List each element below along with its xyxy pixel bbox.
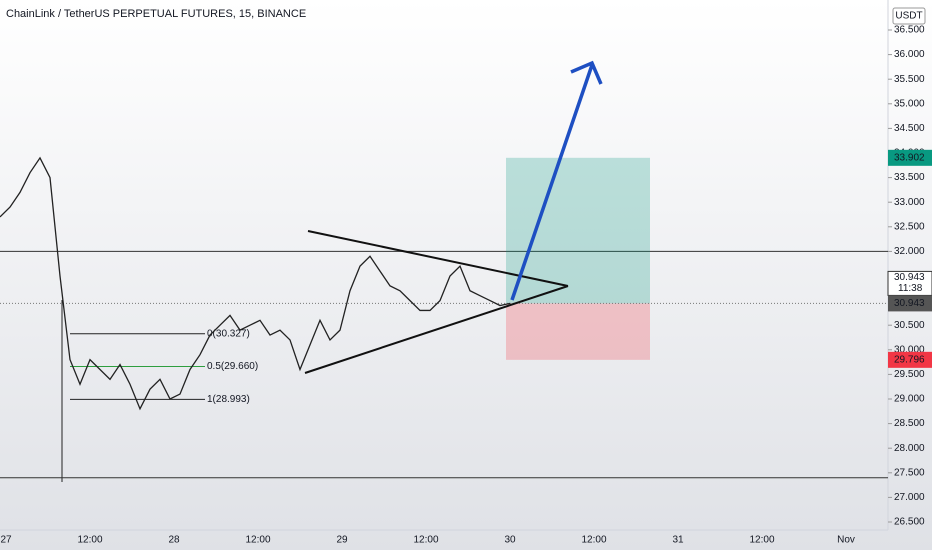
y-tick-label: 28.500 [894, 418, 925, 429]
current-price-box [887, 270, 932, 296]
x-tick-label: 27 [0, 535, 12, 546]
y-tick-label: 29.500 [894, 369, 925, 380]
y-tick-label: 36.500 [894, 25, 925, 36]
stop-loss-zone [506, 303, 650, 360]
y-tick-label: 36.000 [894, 49, 925, 60]
y-tick-label: 27.500 [894, 467, 925, 478]
y-tick-label: 27.000 [894, 492, 925, 503]
last-price-label: 30.943 [894, 298, 925, 309]
price-line [0, 156, 511, 411]
y-tick-label: 32.500 [894, 221, 925, 232]
take-profit-label: 33.902 [894, 152, 925, 163]
y-tick-label: 28.000 [894, 443, 925, 454]
x-tick-label: 12:00 [413, 535, 438, 546]
x-tick-label: 31 [672, 535, 684, 546]
y-tick-label: 32.000 [894, 246, 925, 257]
y-tick-label: 30.500 [894, 320, 925, 331]
x-tick-label: 30 [504, 535, 516, 546]
stop-loss-box [888, 351, 932, 368]
y-tick-label: 33.000 [894, 197, 925, 208]
chart-title: ChainLink / TetherUS PERPETUAL FUTURES, … [6, 8, 306, 20]
arrow-head [570, 60, 603, 85]
y-tick-label: 29.000 [894, 394, 925, 405]
last-price-box [888, 295, 932, 312]
fib-label: 0.5(29.660) [207, 361, 258, 372]
y-tick-label: 26.500 [894, 517, 925, 528]
currency: USDT [895, 11, 922, 22]
triangle-lower [304, 285, 569, 374]
y-tick-label: 35.000 [894, 98, 925, 109]
y-tick-label: 34.500 [894, 123, 925, 134]
triangle-upper [307, 230, 569, 287]
stop-loss-label: 29.796 [894, 354, 925, 365]
x-tick-label: 12:00 [77, 535, 102, 546]
x-tick-label: 28 [168, 535, 180, 546]
x-tick-label: 29 [336, 535, 348, 546]
currency-box [892, 7, 926, 25]
y-tick-label: 30.000 [894, 344, 925, 355]
arrow [510, 64, 594, 301]
x-tick-label: Nov [837, 535, 855, 546]
fib-label: 0(30.327) [207, 328, 250, 339]
x-tick-label: 12:00 [245, 535, 270, 546]
take-profit-zone [506, 157, 650, 304]
x-tick-label: 12:00 [749, 535, 774, 546]
current-price-label: 30.943 [894, 272, 925, 283]
y-tick-label: 35.500 [894, 74, 925, 85]
x-tick-label: 12:00 [581, 535, 606, 546]
fib-label: 1(28.993) [207, 394, 250, 405]
y-tick-label: 33.500 [894, 172, 925, 183]
take-profit-box [888, 149, 932, 166]
countdown: 11:38 [898, 283, 923, 294]
